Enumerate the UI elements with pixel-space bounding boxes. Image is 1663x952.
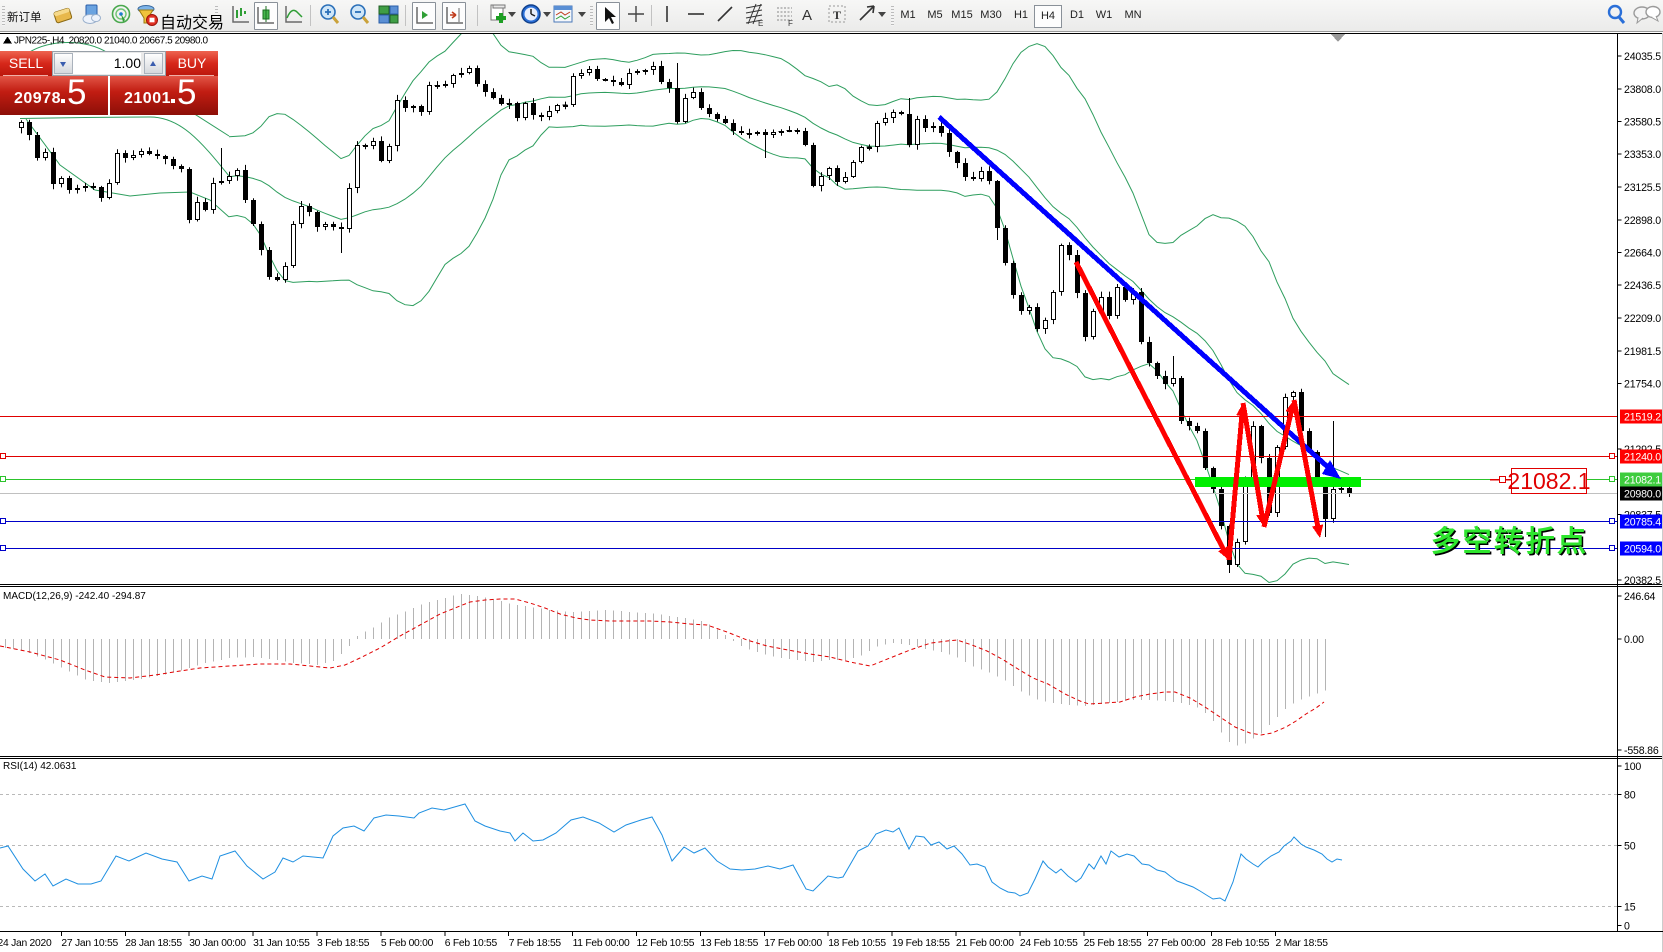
svg-text:20980.0: 20980.0 [1624,489,1661,501]
svg-text:2 Mar 18:55: 2 Mar 18:55 [1276,938,1329,949]
svg-text:0: 0 [1624,921,1630,933]
svg-text:12 Feb 10:55: 12 Feb 10:55 [637,938,695,949]
svg-text:246.64: 246.64 [1624,591,1656,603]
svg-text:20785.4: 20785.4 [1624,517,1661,529]
svg-text:24 Jan 2020: 24 Jan 2020 [0,938,52,949]
svg-text:多空转折点: 多空转折点 [1431,524,1589,558]
svg-text:28 Feb 10:55: 28 Feb 10:55 [1212,938,1270,949]
svg-text:28 Jan 18:55: 28 Jan 18:55 [125,938,182,949]
svg-text:24 Feb 10:55: 24 Feb 10:55 [1020,938,1078,949]
svg-text:21754.0: 21754.0 [1624,379,1661,391]
svg-text:25 Feb 18:55: 25 Feb 18:55 [1084,938,1142,949]
svg-text:19 Feb 18:55: 19 Feb 18:55 [892,938,950,949]
svg-text:17 Feb 00:00: 17 Feb 00:00 [764,938,822,949]
svg-text:F: F [788,19,793,28]
svg-text:21981.5: 21981.5 [1624,346,1661,358]
svg-text:-558.86: -558.86 [1624,745,1659,757]
svg-text:21519.2: 21519.2 [1624,412,1661,424]
svg-text:50: 50 [1624,841,1636,853]
svg-text:5 Feb 00:00: 5 Feb 00:00 [381,938,434,949]
svg-text:27 Feb 00:00: 27 Feb 00:00 [1148,938,1206,949]
svg-text:24035.5: 24035.5 [1624,51,1661,63]
svg-text:21082.1: 21082.1 [1507,468,1590,494]
svg-text:31 Jan 10:55: 31 Jan 10:55 [253,938,310,949]
svg-text:JPN225-,H4 20820.0 21040.0 20: JPN225-,H4 20820.0 21040.0 20667.5 20980… [14,36,208,47]
svg-text:20594.0: 20594.0 [1624,544,1661,556]
svg-text:0.00: 0.00 [1624,634,1644,646]
svg-text:RSI(14) 42.0631: RSI(14) 42.0631 [3,761,77,772]
svg-text:多空转折点: 多空转折点 [1433,526,1591,560]
svg-text:E: E [758,19,763,28]
svg-text:3 Feb 18:55: 3 Feb 18:55 [317,938,370,949]
svg-text:21082.1: 21082.1 [1624,475,1661,487]
svg-text:11 Feb 00:00: 11 Feb 00:00 [573,938,630,949]
svg-text:6 Feb 10:55: 6 Feb 10:55 [445,938,498,949]
svg-text:22209.0: 22209.0 [1624,313,1661,325]
svg-text:100: 100 [1624,761,1641,773]
svg-text:27 Jan 10:55: 27 Jan 10:55 [61,938,118,949]
svg-text:7 Feb 18:55: 7 Feb 18:55 [509,938,562,949]
svg-text:20382.5: 20382.5 [1624,575,1661,587]
svg-text:MACD(12,26,9) -242.40 -294.87: MACD(12,26,9) -242.40 -294.87 [3,591,146,602]
svg-text:23353.0: 23353.0 [1624,149,1661,161]
svg-text:18 Feb 10:55: 18 Feb 10:55 [828,938,886,949]
svg-text:23125.5: 23125.5 [1624,182,1661,194]
svg-text:22436.5: 22436.5 [1624,280,1661,292]
svg-text:13 Feb 18:55: 13 Feb 18:55 [700,938,758,949]
svg-text:23808.0: 23808.0 [1624,84,1661,96]
svg-text:21 Feb 00:00: 21 Feb 00:00 [956,938,1014,949]
svg-text:22664.0: 22664.0 [1624,248,1661,260]
svg-text:T: T [833,8,841,22]
svg-text:21240.0: 21240.0 [1624,452,1661,464]
svg-text:23580.5: 23580.5 [1624,117,1661,129]
svg-text:30 Jan 00:00: 30 Jan 00:00 [189,938,246,949]
svg-text:80: 80 [1624,790,1636,802]
svg-text:15: 15 [1624,901,1636,913]
svg-text:22898.0: 22898.0 [1624,215,1661,227]
